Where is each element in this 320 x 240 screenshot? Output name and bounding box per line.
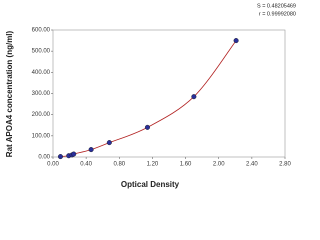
x-tick-label: 2.00 bbox=[213, 162, 225, 168]
x-tick-label: 0.00 bbox=[47, 162, 59, 168]
x-axis-title: Optical Density bbox=[121, 180, 180, 189]
point bbox=[191, 94, 197, 100]
x-tick-label: 1.60 bbox=[180, 162, 192, 168]
x-tick-label: 0.80 bbox=[113, 162, 125, 168]
x-tick-label: 2.80 bbox=[279, 162, 291, 168]
y-axis-title: Rat APOA4 concentration (ng/ml) bbox=[5, 30, 14, 157]
y-tick-label: 300.00 bbox=[32, 91, 51, 97]
chart: S = 0.48205469 r = 0.99992080 Optical De… bbox=[5, 3, 296, 190]
plot-area bbox=[52, 29, 286, 158]
y-tick-label: 400.00 bbox=[32, 70, 51, 76]
y-tick-label: 100.00 bbox=[32, 133, 51, 139]
point bbox=[88, 147, 94, 153]
x-tick-label: 2.40 bbox=[246, 162, 258, 168]
point bbox=[57, 154, 63, 160]
stat-s: S = 0.48205469 bbox=[257, 3, 296, 9]
point bbox=[106, 140, 112, 146]
y-tick-label: 500.00 bbox=[32, 49, 51, 55]
x-tick-label: 0.40 bbox=[80, 162, 92, 168]
point bbox=[144, 124, 150, 130]
y-tick-label: 200.00 bbox=[32, 112, 51, 118]
page: {"chart_data": {"type": "scatter", "x_la… bbox=[5, 3, 296, 190]
y-tick-label: 600.00 bbox=[32, 28, 51, 34]
point bbox=[233, 38, 239, 44]
x-tick-label: 1.20 bbox=[147, 162, 159, 168]
y-tick-label: 0.00 bbox=[38, 155, 50, 161]
point bbox=[71, 151, 77, 157]
stat-r: r = 0.99992080 bbox=[259, 11, 296, 17]
